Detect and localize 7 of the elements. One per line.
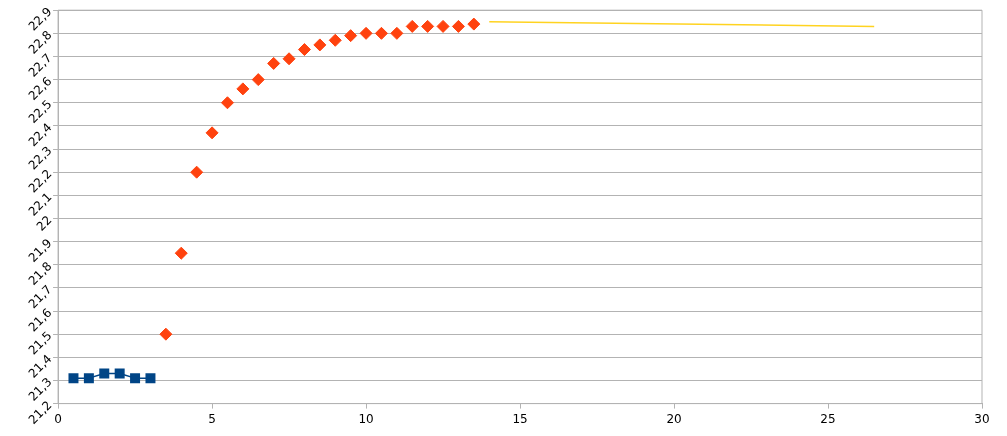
x-tick-label: 20	[666, 411, 682, 426]
x-tick-label: 15	[512, 411, 528, 426]
x-tick-label: 25	[820, 411, 836, 426]
x-tick-label: 0	[54, 411, 62, 426]
x-tick-label: 5	[208, 411, 216, 426]
x-tick-label: 10	[358, 411, 374, 426]
x-tick-label: 30	[974, 411, 990, 426]
